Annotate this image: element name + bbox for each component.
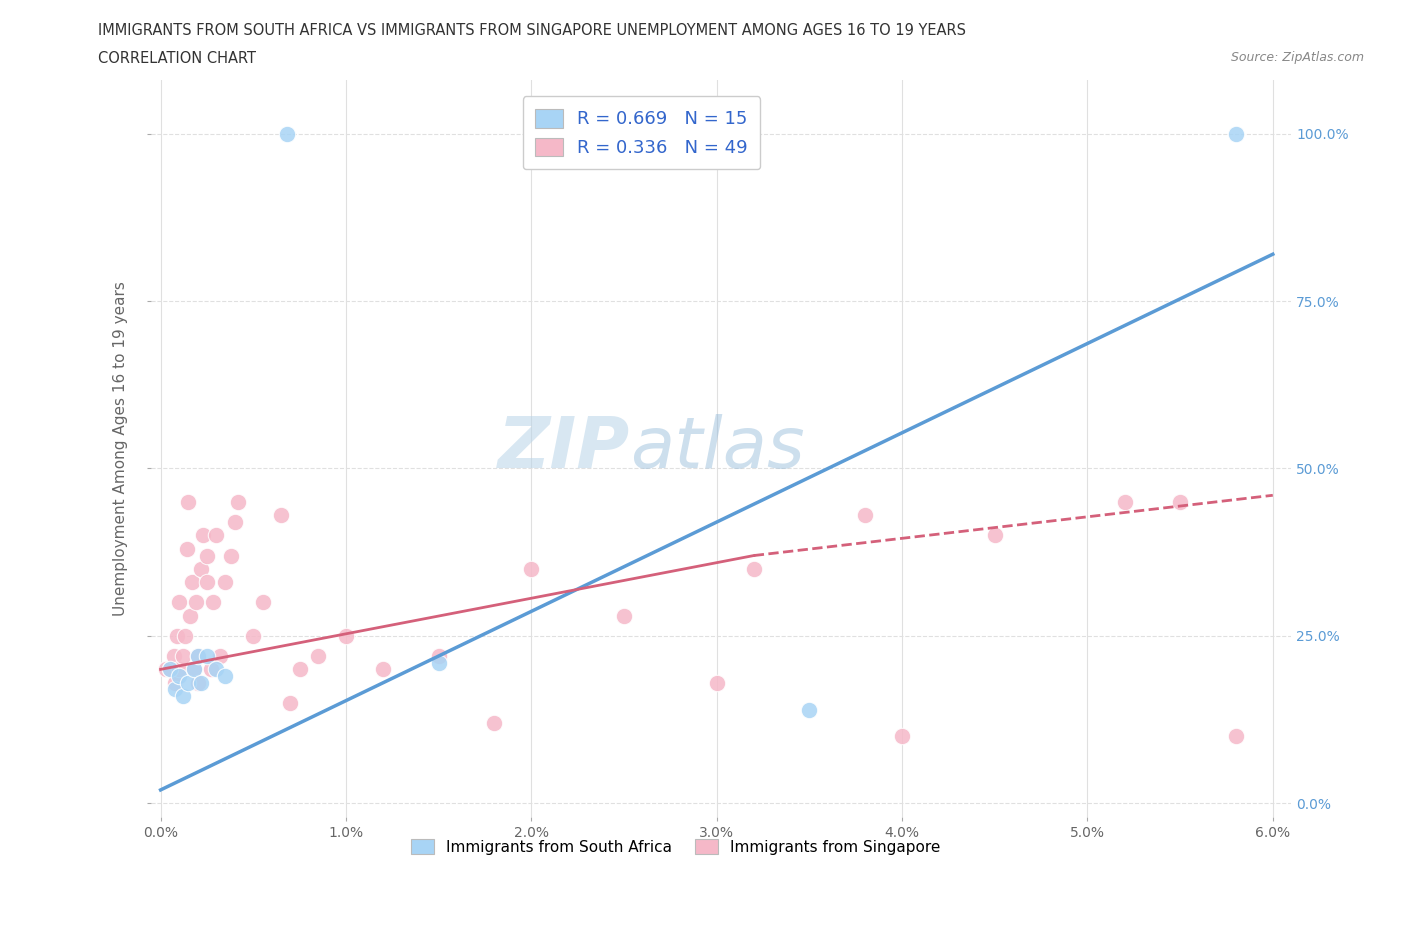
Point: [984, 528, 1007, 543]
Point: [201, 595, 224, 610]
Point: [155, 662, 177, 677]
Point: [205, 662, 228, 677]
Point: [183, 662, 205, 677]
Point: [167, 669, 190, 684]
Point: [159, 662, 181, 677]
Point: [177, 495, 200, 510]
Point: [177, 675, 200, 690]
Point: [799, 702, 821, 717]
Point: [214, 575, 236, 590]
Text: CORRELATION CHART: CORRELATION CHART: [98, 51, 256, 66]
Point: [173, 629, 195, 644]
Point: [853, 508, 876, 523]
Point: [520, 562, 543, 577]
Point: [335, 629, 357, 644]
Point: [187, 675, 209, 690]
Point: [280, 696, 302, 711]
Point: [219, 548, 242, 563]
Text: atlas: atlas: [630, 414, 804, 483]
Point: [190, 562, 212, 577]
Point: [179, 608, 201, 623]
Point: [484, 715, 506, 730]
Point: [184, 595, 207, 610]
Point: [613, 608, 636, 623]
Point: [172, 689, 194, 704]
Legend: Immigrants from South Africa, Immigrants from Singapore: Immigrants from South Africa, Immigrants…: [405, 832, 946, 860]
Point: [214, 669, 236, 684]
Point: [427, 656, 450, 671]
Point: [224, 514, 246, 529]
Point: [288, 662, 311, 677]
Point: [183, 662, 205, 677]
Point: [187, 648, 209, 663]
Point: [195, 575, 218, 590]
Point: [742, 562, 765, 577]
Point: [228, 495, 250, 510]
Point: [195, 648, 218, 663]
Point: [181, 575, 204, 590]
Point: [1168, 495, 1191, 510]
Point: [166, 629, 188, 644]
Point: [195, 548, 218, 563]
Point: [252, 595, 274, 610]
Point: [193, 528, 215, 543]
Point: [891, 729, 914, 744]
Text: IMMIGRANTS FROM SOUTH AFRICA VS IMMIGRANTS FROM SINGAPORE UNEMPLOYMENT AMONG AGE: IMMIGRANTS FROM SOUTH AFRICA VS IMMIGRAN…: [98, 23, 966, 38]
Point: [167, 662, 190, 677]
Point: [706, 675, 728, 690]
Point: [200, 662, 222, 677]
Point: [427, 648, 450, 663]
Point: [190, 675, 212, 690]
Y-axis label: Unemployment Among Ages 16 to 19 years: Unemployment Among Ages 16 to 19 years: [114, 281, 128, 616]
Point: [159, 662, 181, 677]
Point: [208, 648, 231, 663]
Text: Source: ZipAtlas.com: Source: ZipAtlas.com: [1230, 51, 1364, 64]
Point: [1114, 495, 1136, 510]
Point: [162, 648, 184, 663]
Point: [276, 126, 298, 141]
Point: [165, 675, 187, 690]
Point: [371, 662, 394, 677]
Point: [270, 508, 292, 523]
Point: [165, 682, 187, 697]
Text: ZIP: ZIP: [498, 414, 630, 483]
Point: [205, 528, 228, 543]
Point: [187, 648, 209, 663]
Point: [167, 595, 190, 610]
Point: [242, 629, 264, 644]
Point: [172, 648, 194, 663]
Point: [1225, 126, 1247, 141]
Point: [1225, 729, 1247, 744]
Point: [176, 541, 198, 556]
Point: [307, 648, 329, 663]
